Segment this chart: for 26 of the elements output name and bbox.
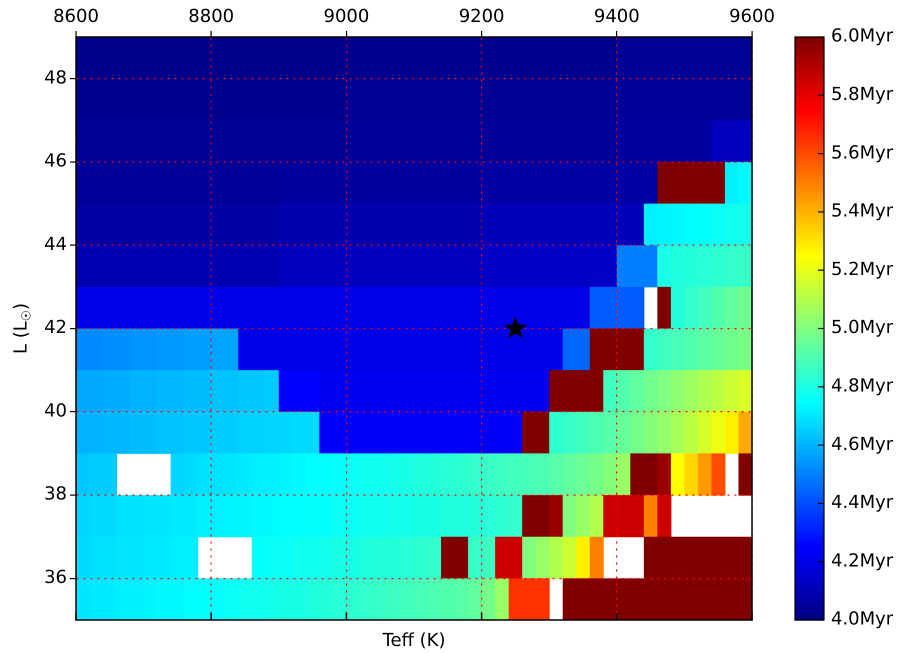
x-tick-label: 9000 — [323, 6, 370, 27]
color-bar-label: 4.0Myr — [831, 608, 894, 630]
color-bar-label: 5.8Myr — [831, 84, 894, 105]
y-tick-label: 42 — [44, 317, 67, 338]
color-bar-label: 5.4Myr — [831, 200, 894, 222]
y-tick-label: 40 — [44, 400, 67, 422]
y-tick-label: 36 — [44, 567, 67, 588]
y-axis-title: L (L☉) — [10, 302, 34, 354]
color-bar-label: 5.2Myr — [831, 258, 894, 280]
color-bar-label: 4.8Myr — [831, 375, 894, 396]
x-tick-label: 9400 — [594, 6, 640, 27]
color-bar-label: 5.0Myr — [831, 317, 894, 338]
color-bar-label: 5.6Myr — [831, 142, 894, 164]
y-tick-label: 38 — [44, 484, 67, 505]
y-tick-label: 48 — [44, 67, 67, 88]
x-tick-label: 8800 — [188, 6, 234, 27]
y-tick-label: 44 — [44, 234, 67, 255]
color-bar-label: 4.4Myr — [831, 492, 894, 514]
x-tick-label: 9600 — [729, 6, 775, 27]
y-tick-label: 46 — [44, 150, 67, 172]
x-tick-label: 8600 — [53, 6, 99, 27]
color-bar-label: 4.2Myr — [831, 550, 894, 572]
color-bar-label: 6.0Myr — [831, 26, 894, 47]
color-bar-label: 4.6Myr — [831, 434, 894, 455]
x-tick-label: 9200 — [458, 6, 505, 27]
x-axis-title: Teff (K) — [382, 630, 446, 651]
